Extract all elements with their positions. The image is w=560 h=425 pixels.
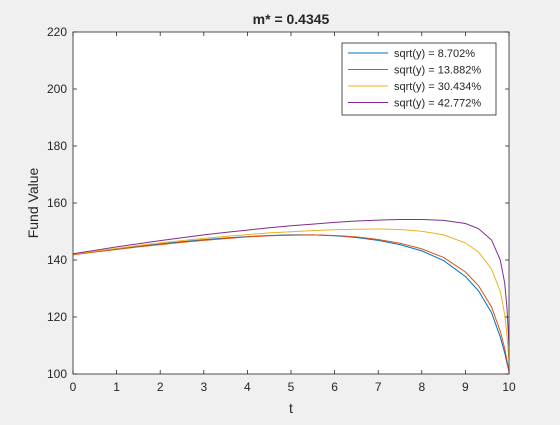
x-tick-label: 0 [70, 380, 77, 394]
series-line-3 [72, 228, 510, 360]
x-tick-label: 7 [375, 380, 382, 394]
x-tick-label: 5 [288, 380, 295, 394]
legend: sqrt(y) = 8.702% sqrt(y) = 13.882% sqrt(y)… [341, 42, 497, 116]
x-axis-label: t [289, 400, 293, 416]
y-tick-label: 180 [47, 139, 67, 153]
x-tick-label: 9 [462, 380, 469, 394]
chart-title: m* = 0.4345 [253, 11, 330, 27]
x-tick-label: 4 [244, 380, 251, 394]
y-tick-label: 140 [47, 253, 67, 267]
x-axis-ticks: 0 1 2 3 4 5 6 7 8 9 10 [70, 32, 516, 394]
y-tick-label: 220 [47, 25, 67, 39]
series-line-4 [72, 219, 510, 346]
legend-label-4: sqrt(y) = 42.772% [394, 98, 481, 110]
y-axis-label: Fund Value [25, 168, 41, 239]
series-line-2 [72, 234, 510, 372]
x-tick-label: 2 [157, 380, 164, 394]
y-tick-label: 200 [47, 82, 67, 96]
series-lines [72, 219, 510, 372]
x-tick-label: 10 [502, 380, 516, 394]
y-tick-label: 160 [47, 196, 67, 210]
x-tick-label: 1 [113, 380, 120, 394]
legend-label-3: sqrt(y) = 30.434% [394, 81, 481, 93]
x-tick-label: 6 [331, 380, 338, 394]
y-tick-label: 100 [47, 367, 67, 381]
x-tick-label: 8 [418, 380, 425, 394]
legend-label-2: sqrt(y) = 13.882% [394, 65, 481, 77]
x-tick-label: 3 [200, 380, 207, 394]
y-tick-label: 120 [47, 310, 67, 324]
legend-label-1: sqrt(y) = 8.702% [394, 48, 475, 60]
y-axis-ticks: 100 120 140 160 180 200 220 [47, 25, 509, 381]
